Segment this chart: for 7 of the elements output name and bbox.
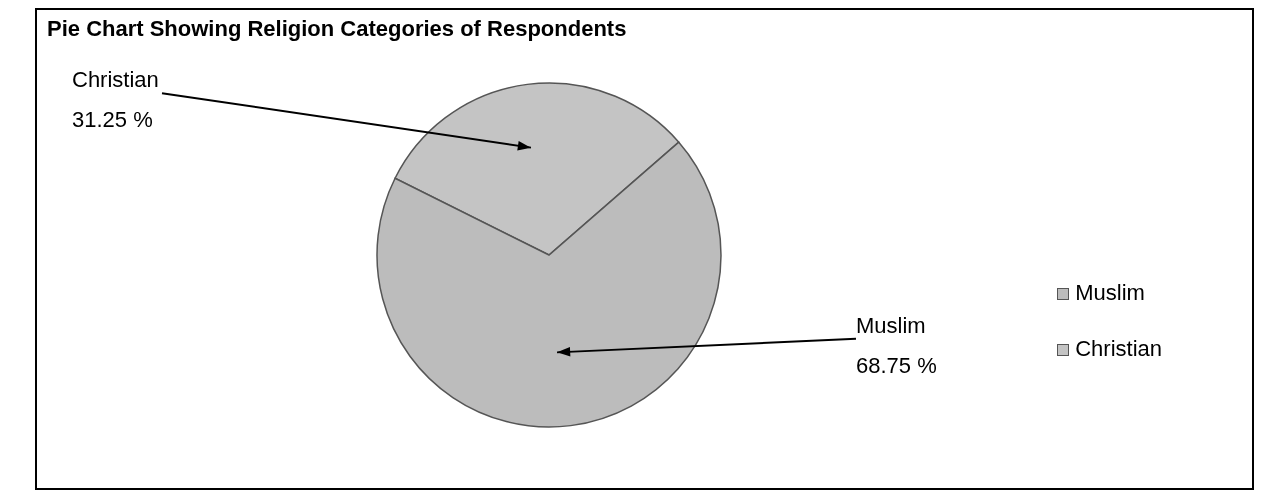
legend-label: Muslim [1075,280,1145,306]
data-label: 31.25 % [72,107,153,133]
legend-label: Christian [1075,336,1162,362]
chart-title: Pie Chart Showing Religion Categories of Respondents [47,16,627,42]
slice-label: Christian [72,67,159,93]
data-label: 68.75 % [856,352,937,378]
slice-label: Muslim [856,312,926,338]
